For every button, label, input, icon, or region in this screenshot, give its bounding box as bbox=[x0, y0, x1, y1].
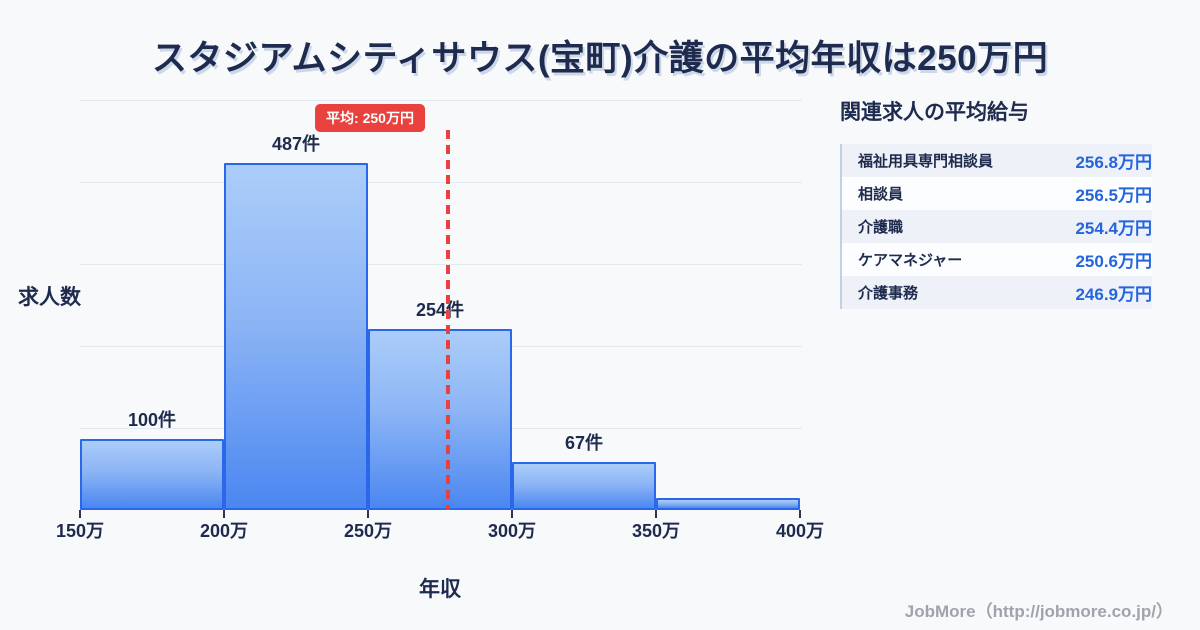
x-tick-label: 200万 bbox=[199, 521, 249, 541]
page-title: スタジアムシティサウス(宝町)介護の平均年収は250万円 bbox=[151, 39, 1049, 78]
job-label: ケアマネジャー bbox=[858, 252, 963, 269]
bar-rect bbox=[80, 439, 224, 510]
job-label: 介護職 bbox=[858, 219, 904, 236]
footer-credit: JobMore（http://jobmore.co.jp/） bbox=[904, 602, 1173, 621]
table-row: 福祉用具専門相談員 256.8万円 bbox=[842, 144, 1152, 177]
job-salary: 254.4万円 bbox=[1075, 219, 1152, 238]
job-label: 福祉用具専門相談員 bbox=[858, 153, 994, 170]
x-tick-mark bbox=[367, 510, 369, 518]
job-salary: 256.5万円 bbox=[1075, 186, 1152, 205]
bar-rect bbox=[656, 498, 800, 510]
job-salary: 246.9万円 bbox=[1075, 285, 1152, 304]
bar-value-label: 254件 bbox=[415, 300, 465, 320]
table-row: 介護事務 246.9万円 bbox=[842, 276, 1152, 309]
bar-value-label: 67件 bbox=[564, 433, 604, 453]
gridline bbox=[80, 182, 802, 183]
y-axis-label: 求人数 bbox=[18, 286, 81, 309]
job-label: 介護事務 bbox=[858, 285, 919, 302]
x-tick-label: 350万 bbox=[631, 521, 681, 541]
salary-histogram: 100件 487件 254件 67件 150万 200万 250万 300万 3… bbox=[56, 100, 824, 541]
x-tick-label: 300万 bbox=[487, 521, 537, 541]
table-row: 相談員 256.5万円 bbox=[842, 177, 1152, 210]
x-tick-label: 400万 bbox=[775, 521, 825, 541]
average-dashed-line bbox=[446, 130, 450, 510]
job-salary: 250.6万円 bbox=[1075, 252, 1152, 271]
gridline bbox=[80, 264, 802, 265]
bar-rect bbox=[368, 329, 512, 510]
gridline bbox=[80, 100, 802, 101]
average-badge: 平均: 250万円 bbox=[315, 104, 425, 132]
related-jobs-table: 福祉用具専門相談員 256.8万円 相談員 256.5万円 介護職 254.4万… bbox=[840, 144, 1152, 309]
table-row: 介護職 254.4万円 bbox=[842, 210, 1152, 243]
x-axis-label: 年収 bbox=[419, 578, 461, 601]
x-tick-mark bbox=[799, 510, 801, 518]
related-jobs-heading: 関連求人の平均給与 bbox=[840, 101, 1029, 124]
bar-value-label: 100件 bbox=[127, 410, 177, 430]
x-tick-label: 250万 bbox=[343, 521, 393, 541]
bar-rect bbox=[224, 163, 368, 510]
x-tick-mark bbox=[655, 510, 657, 518]
bar-rect bbox=[512, 462, 656, 510]
x-tick-mark bbox=[511, 510, 513, 518]
table-row: ケアマネジャー 250.6万円 bbox=[842, 243, 1152, 276]
bar-value-label: 487件 bbox=[271, 134, 321, 154]
job-salary: 256.8万円 bbox=[1075, 153, 1152, 172]
x-tick-label: 150万 bbox=[55, 521, 105, 541]
x-tick-mark bbox=[79, 510, 81, 518]
job-label: 相談員 bbox=[858, 186, 904, 203]
x-tick-mark bbox=[223, 510, 225, 518]
